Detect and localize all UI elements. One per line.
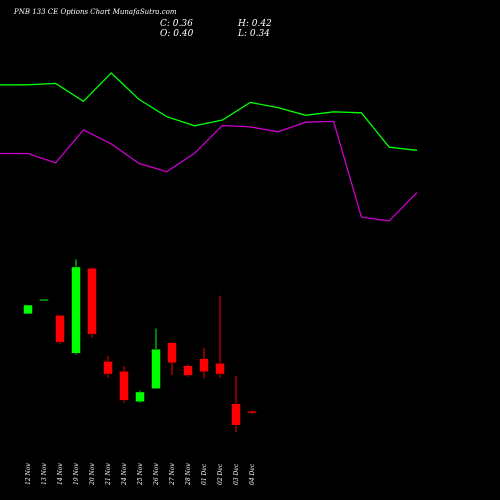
candle <box>199 347 209 379</box>
candle <box>119 366 129 403</box>
x-tick-label: 02 Dec <box>217 463 224 485</box>
x-tick-label: 25 Nov <box>137 463 144 486</box>
x-tick-label: 26 Nov <box>153 463 160 486</box>
open-value: O: 0.40 <box>160 29 194 39</box>
candle-body <box>23 304 33 315</box>
candle-body <box>71 266 81 354</box>
x-tick-label: 19 Nov <box>73 463 80 485</box>
candle-body <box>167 342 177 364</box>
indicator-lines <box>0 72 418 222</box>
candle-body <box>55 315 65 343</box>
x-tick-label: 28 Nov <box>185 463 192 486</box>
candle-body <box>151 348 161 389</box>
candle <box>215 295 225 378</box>
magenta-indicator-line <box>0 120 418 222</box>
candlesticks <box>23 259 257 432</box>
candle-body <box>199 358 209 372</box>
green-indicator-line <box>0 72 418 151</box>
x-tick-label: 13 Nov <box>41 463 48 485</box>
candle-body <box>183 365 193 376</box>
candle <box>247 410 257 415</box>
candle-body <box>39 299 49 302</box>
candle-body <box>87 268 97 335</box>
candle <box>55 314 65 344</box>
x-axis-labels: 12 Nov 13 Nov 14 Nov 19 Nov 20 Nov 21 Nov 24 N… <box>25 463 256 486</box>
candle <box>135 390 145 403</box>
candle-body <box>215 363 225 375</box>
close-value: C: 0.36 <box>160 19 193 29</box>
x-tick-label: 27 Nov <box>169 463 176 486</box>
candle-body <box>103 361 113 375</box>
x-tick-label: 14 Nov <box>57 463 64 485</box>
x-tick-label: 20 Nov <box>89 463 96 486</box>
candle-body <box>119 371 129 401</box>
x-tick-label: 12 Nov <box>25 463 32 485</box>
candle <box>151 328 161 390</box>
candle <box>23 304 33 315</box>
candle <box>183 364 193 377</box>
low-value: L: 0.34 <box>238 29 270 39</box>
candle-body <box>231 403 241 426</box>
candle <box>231 376 241 432</box>
candle <box>71 259 81 355</box>
candle-body <box>135 391 145 403</box>
candle <box>103 356 113 378</box>
x-tick-label: 03 Dec <box>233 463 240 485</box>
x-tick-label: 21 Nov <box>105 463 112 486</box>
candle-body <box>247 410 257 414</box>
chart-title: PNB 133 CE Options Chart MunafaSutra.com <box>14 8 177 16</box>
candle <box>167 342 177 376</box>
x-tick-label: 04 Dec <box>249 463 256 485</box>
x-tick-label: 01 Dec <box>201 463 208 485</box>
candle <box>39 299 49 302</box>
x-tick-label: 24 Nov <box>121 463 128 486</box>
candle <box>87 267 97 338</box>
high-value: H: 0.42 <box>238 19 272 29</box>
